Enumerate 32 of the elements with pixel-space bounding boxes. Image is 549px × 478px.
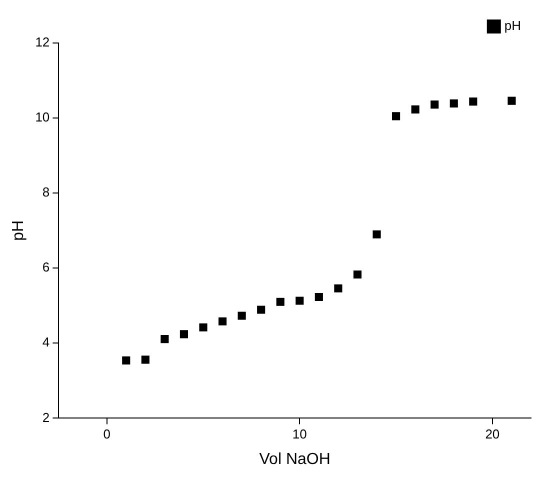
point [353, 270, 362, 279]
y-tick-label: 6 [42, 260, 50, 275]
point [469, 97, 478, 106]
point [296, 296, 304, 305]
y-tick-label: 4 [42, 334, 50, 350]
point [218, 317, 227, 326]
point [508, 96, 516, 105]
point [141, 356, 150, 364]
point [257, 306, 266, 314]
point [430, 100, 439, 109]
point [160, 335, 169, 344]
x-tick-label: 0 [103, 426, 110, 442]
legend-label: pH [504, 18, 522, 34]
y-tick-label: 12 [35, 34, 50, 50]
point [276, 298, 284, 306]
point [238, 312, 246, 320]
point [372, 230, 381, 238]
y-tick-label: 8 [42, 184, 50, 200]
point [199, 323, 208, 332]
x-tick-label: 10 [292, 426, 307, 442]
point [392, 112, 400, 120]
y-tick-label: 2 [42, 410, 50, 425]
point [180, 330, 188, 338]
point [450, 99, 458, 108]
y-axis-title: pH [10, 220, 28, 241]
point [411, 105, 420, 114]
point [334, 284, 342, 292]
x-axis-title: Vol NaOH [259, 450, 330, 468]
x-tick-label: 20 [485, 426, 500, 442]
y-tick-label: 10 [35, 110, 50, 125]
point [122, 356, 130, 364]
point [314, 292, 323, 302]
